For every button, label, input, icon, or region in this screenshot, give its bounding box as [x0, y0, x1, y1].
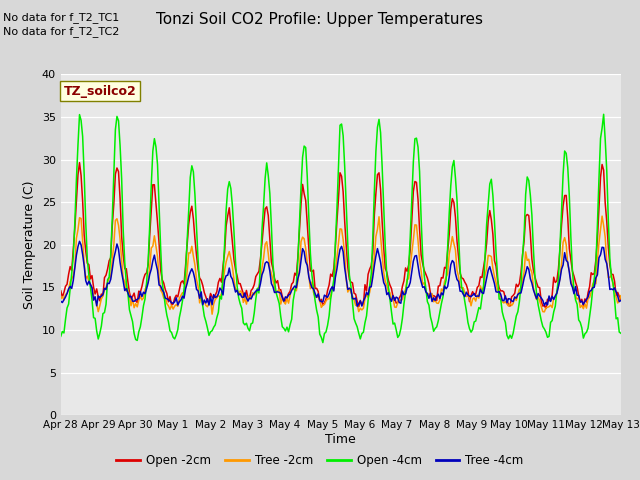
Text: Tonzi Soil CO2 Profile: Upper Temperatures: Tonzi Soil CO2 Profile: Upper Temperatur…: [157, 12, 483, 27]
Text: TZ_soilco2: TZ_soilco2: [63, 84, 136, 97]
Y-axis label: Soil Temperature (C): Soil Temperature (C): [23, 180, 36, 309]
Text: No data for f_T2_TC1: No data for f_T2_TC1: [3, 12, 120, 23]
Text: No data for f_T2_TC2: No data for f_T2_TC2: [3, 26, 120, 37]
Legend: Open -2cm, Tree -2cm, Open -4cm, Tree -4cm: Open -2cm, Tree -2cm, Open -4cm, Tree -4…: [112, 449, 528, 472]
X-axis label: Time: Time: [325, 433, 356, 446]
